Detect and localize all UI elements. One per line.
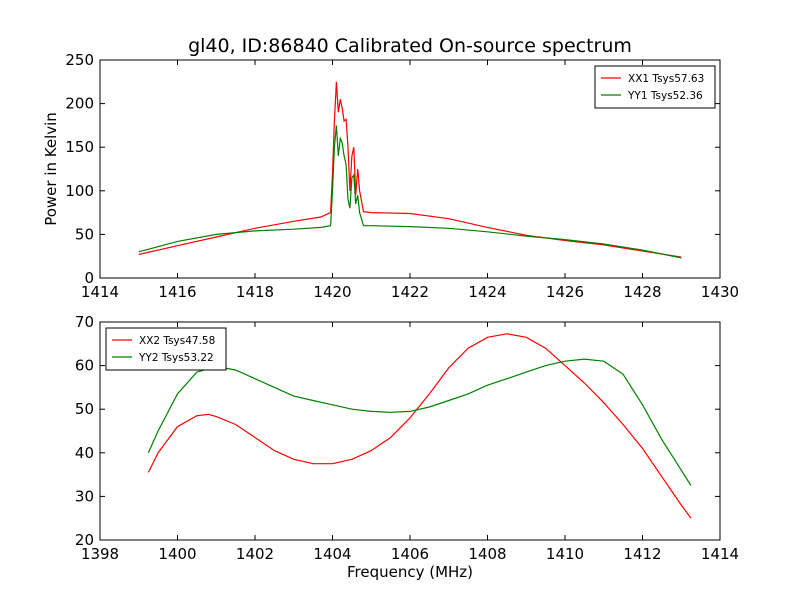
x-tick-label: 1410 [546, 545, 584, 563]
x-tick-label: 1400 [158, 545, 196, 563]
legend-box [105, 327, 227, 371]
y-tick-label: 0 [84, 269, 94, 287]
x-tick-label: 1422 [391, 283, 429, 301]
x-tick-label: 1418 [236, 283, 274, 301]
x-tick-label: 1408 [468, 545, 506, 563]
y-tick-label: 40 [75, 444, 94, 462]
bottom-chart-panel: 1398 1400 1402 1404 1406 1408 1410 1412 1414 20 30… [75, 313, 739, 581]
y-tick-label: 250 [65, 51, 94, 69]
y-axis-label: Power in Kelvin [42, 112, 60, 226]
x-tick-label: 1402 [236, 545, 274, 563]
series-line-1-1 [138, 81, 682, 258]
legend-box [594, 65, 716, 109]
x-tick-label: 1414 [701, 545, 739, 563]
y-tick-label: 50 [75, 225, 94, 243]
x-tick-label: 1428 [623, 283, 661, 301]
series-line-2-2 [147, 358, 692, 486]
y-tick-label: 150 [65, 138, 94, 156]
x-tick-label: 1404 [313, 545, 351, 563]
x-tick-label: 1414 [81, 283, 119, 301]
y-tick-label: 50 [75, 400, 94, 418]
x-tick-label: 1412 [623, 545, 661, 563]
legend: XX2 Tsys47.58 YY2 Tsys53.22 [105, 327, 227, 371]
x-tick-label: 1416 [158, 283, 196, 301]
x-tick-label: 1424 [468, 283, 506, 301]
y-tick-label: 70 [75, 313, 94, 331]
legend-label: YY1 Tsys52.36 [627, 90, 703, 102]
legend: XX1 Tsys57.63 YY1 Tsys52.36 [594, 65, 716, 109]
x-tick-label: 1406 [391, 545, 429, 563]
series-line-2-1 [147, 333, 692, 519]
legend-label: XX2 Tsys47.58 [139, 335, 215, 347]
x-tick-label: 1398 [81, 545, 119, 563]
legend-label: XX1 Tsys57.63 [628, 73, 704, 85]
series-line-1-2 [138, 125, 682, 259]
y-tick-label: 100 [65, 182, 94, 200]
x-tick-label: 1430 [701, 283, 739, 301]
x-tick-label: 1420 [313, 283, 351, 301]
y-tick-label: 30 [75, 487, 94, 505]
figure-title: gl40, ID:86840 Calibrated On-source spec… [188, 35, 632, 57]
y-tick-label: 200 [65, 95, 94, 113]
y-tick-label: 20 [75, 531, 94, 549]
x-tick-label: 1426 [546, 283, 584, 301]
x-axis-label: Frequency (MHz) [347, 563, 473, 581]
y-tick-label: 60 [75, 357, 94, 375]
legend-label: YY2 Tsys53.22 [138, 352, 214, 364]
top-chart-panel: 1414 1416 1418 1420 1422 1424 1426 1428 1430 0 50 1… [42, 51, 739, 301]
